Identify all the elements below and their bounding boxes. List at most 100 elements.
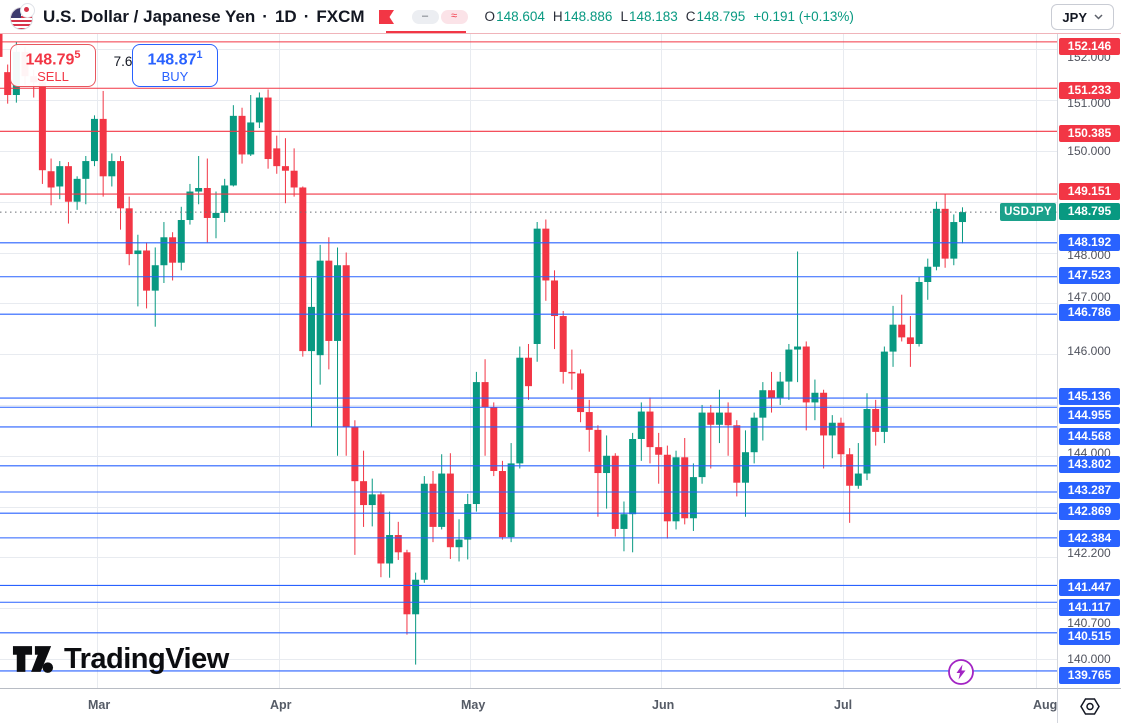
- candle[interactable]: [108, 153, 116, 187]
- candle[interactable]: [533, 222, 541, 362]
- candle[interactable]: [47, 158, 55, 206]
- candle[interactable]: [82, 155, 90, 205]
- candle[interactable]: [620, 501, 628, 552]
- candle[interactable]: [741, 430, 749, 517]
- candle[interactable]: [455, 519, 463, 562]
- candle[interactable]: [160, 222, 168, 284]
- candle[interactable]: [568, 349, 576, 390]
- sell-button[interactable]: 148.795 SELL: [10, 44, 96, 87]
- candle[interactable]: [655, 432, 663, 484]
- candle[interactable]: [828, 415, 836, 459]
- candle[interactable]: [464, 493, 472, 560]
- candle[interactable]: [64, 162, 72, 224]
- price-axis[interactable]: 152.000 151.000 150.000 148.000 147.000 146.0…: [1057, 0, 1121, 688]
- candle[interactable]: [707, 404, 715, 469]
- candle[interactable]: [99, 90, 107, 197]
- candle[interactable]: [472, 371, 480, 512]
- candle[interactable]: [490, 402, 498, 477]
- candle[interactable]: [603, 435, 611, 509]
- candle[interactable]: [724, 402, 732, 456]
- candle[interactable]: [403, 549, 411, 635]
- candle[interactable]: [542, 219, 550, 301]
- candle[interactable]: [689, 463, 697, 531]
- candle[interactable]: [125, 196, 133, 266]
- candle[interactable]: [551, 270, 559, 350]
- candle[interactable]: [507, 443, 515, 543]
- candle[interactable]: [169, 232, 177, 281]
- candle[interactable]: [4, 64, 12, 104]
- candle[interactable]: [785, 343, 793, 400]
- buy-button[interactable]: 148.871 BUY: [132, 44, 218, 87]
- candle[interactable]: [377, 491, 385, 578]
- candle[interactable]: [863, 393, 871, 481]
- candlestick-chart[interactable]: [0, 0, 1057, 688]
- candle[interactable]: [880, 346, 888, 444]
- candle[interactable]: [585, 399, 593, 452]
- candle[interactable]: [307, 277, 315, 428]
- lightning-bolt-icon[interactable]: [947, 658, 975, 686]
- flag-icon[interactable]: [378, 9, 394, 24]
- candle[interactable]: [290, 148, 298, 197]
- candle[interactable]: [203, 158, 211, 243]
- candle[interactable]: [255, 92, 263, 129]
- candle[interactable]: [229, 105, 237, 187]
- candle[interactable]: [898, 294, 906, 342]
- candle[interactable]: [759, 382, 767, 441]
- candle[interactable]: [715, 389, 723, 444]
- candle[interactable]: [802, 341, 810, 431]
- candle[interactable]: [386, 511, 394, 578]
- candle[interactable]: [698, 404, 706, 484]
- symbol-title[interactable]: U.S. Dollar / Japanese Yen · 1D · FXCM: [43, 6, 365, 26]
- currency-dropdown[interactable]: JPY: [1051, 4, 1114, 30]
- candle[interactable]: [0, 19, 3, 80]
- candle[interactable]: [394, 521, 402, 560]
- candle[interactable]: [794, 251, 802, 383]
- approx-pill-icon[interactable]: ≈: [440, 9, 468, 24]
- minus-pill-icon[interactable]: –: [411, 9, 439, 24]
- candle[interactable]: [325, 237, 333, 370]
- candle[interactable]: [212, 191, 220, 239]
- candle[interactable]: [273, 135, 281, 174]
- candle[interactable]: [299, 186, 307, 357]
- candle[interactable]: [811, 379, 819, 421]
- candle[interactable]: [672, 450, 680, 530]
- candle[interactable]: [281, 138, 289, 204]
- candle[interactable]: [247, 95, 255, 156]
- candle[interactable]: [820, 389, 828, 469]
- candle[interactable]: [906, 316, 914, 367]
- candle[interactable]: [941, 194, 949, 268]
- candle[interactable]: [334, 247, 342, 456]
- candle[interactable]: [750, 412, 758, 464]
- axis-settings-corner[interactable]: [1057, 688, 1121, 723]
- candle[interactable]: [637, 402, 645, 461]
- candle[interactable]: [889, 305, 897, 367]
- candle[interactable]: [238, 107, 246, 164]
- candle[interactable]: [681, 437, 689, 525]
- candle[interactable]: [177, 206, 185, 271]
- candle[interactable]: [143, 242, 151, 309]
- candle[interactable]: [420, 476, 428, 583]
- candle[interactable]: [577, 369, 585, 423]
- candle[interactable]: [559, 310, 567, 384]
- candle[interactable]: [915, 276, 923, 347]
- candle[interactable]: [412, 572, 420, 665]
- candle[interactable]: [56, 161, 64, 200]
- candle[interactable]: [316, 244, 324, 385]
- candle[interactable]: [498, 460, 506, 540]
- candle[interactable]: [360, 450, 368, 527]
- candle[interactable]: [151, 247, 159, 327]
- candle[interactable]: [368, 478, 376, 527]
- candle[interactable]: [186, 183, 194, 225]
- candle[interactable]: [342, 252, 350, 456]
- candle[interactable]: [134, 234, 142, 307]
- candle[interactable]: [776, 371, 784, 405]
- candle[interactable]: [117, 155, 125, 230]
- candle[interactable]: [90, 115, 98, 167]
- candle[interactable]: [195, 155, 203, 205]
- candle[interactable]: [264, 89, 272, 169]
- candle[interactable]: [837, 417, 845, 467]
- candle[interactable]: [932, 201, 940, 271]
- candle[interactable]: [646, 397, 654, 464]
- candle[interactable]: [629, 432, 637, 553]
- candle[interactable]: [846, 448, 854, 523]
